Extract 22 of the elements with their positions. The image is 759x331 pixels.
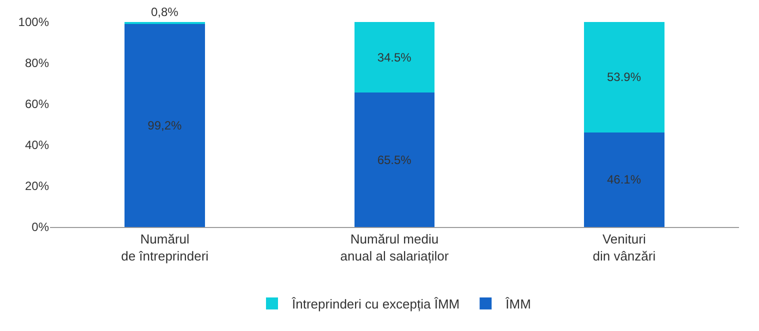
x-tick-label: Numărul mediu anual al salariaților xyxy=(340,232,450,264)
legend-label: Întreprinderi cu excepția ÎMM xyxy=(291,296,460,312)
x-tick-label: Venituri din vânzări xyxy=(592,232,656,264)
y-tick-label: 40% xyxy=(24,138,50,152)
y-tick-label: 60% xyxy=(24,97,50,112)
bar xyxy=(354,92,435,227)
data-label: 34.5% xyxy=(377,50,412,64)
y-tick-label: 100% xyxy=(18,15,50,30)
bar xyxy=(124,24,206,227)
data-label: 99,2% xyxy=(148,118,182,132)
y-tick-label: 20% xyxy=(24,179,50,194)
bar xyxy=(584,132,664,227)
y-tick-label: 0% xyxy=(32,220,50,234)
data-label: 65.5% xyxy=(377,152,412,167)
bar xyxy=(584,22,664,132)
bar xyxy=(354,22,435,93)
data-label: 0,8% xyxy=(150,5,179,19)
y-tick-label: 80% xyxy=(24,56,50,70)
x-tick-label: Numărul de întreprinderi xyxy=(121,232,209,264)
legend-label: ÎMM xyxy=(504,296,531,312)
data-label: 53.9% xyxy=(606,70,642,84)
data-label: 46.1% xyxy=(606,172,642,187)
